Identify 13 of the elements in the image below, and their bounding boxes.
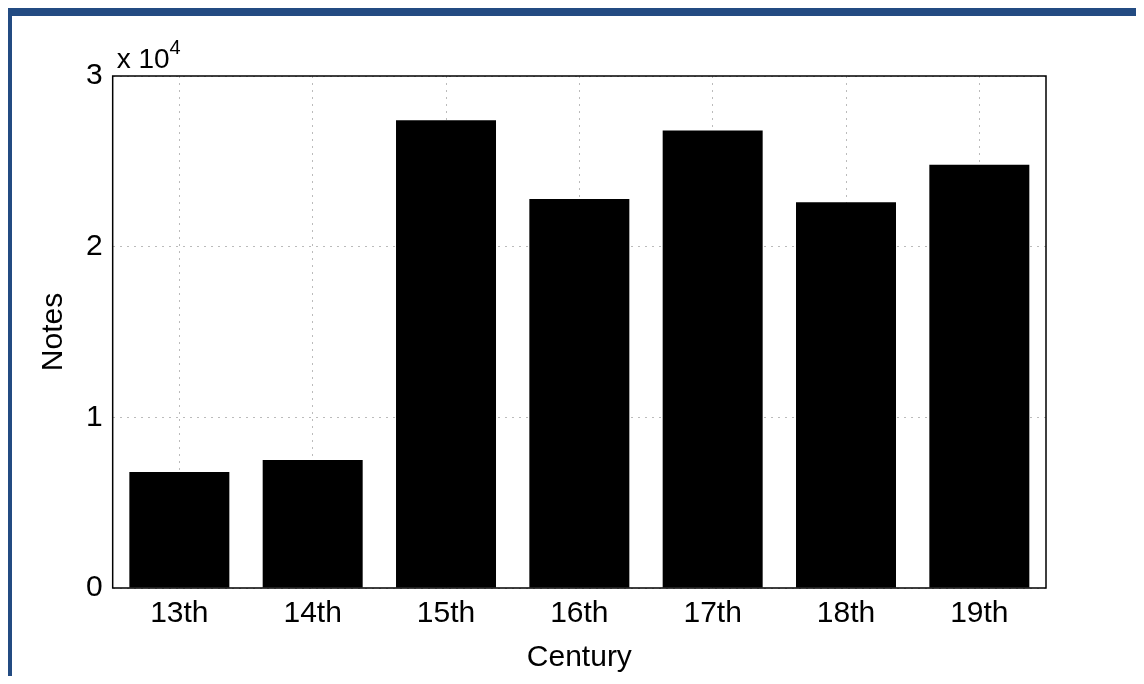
- x-axis-title: Century: [526, 639, 632, 673]
- x-tick-label: 17th: [683, 595, 742, 629]
- y-axis-title: Notes: [35, 292, 69, 372]
- y-tick-label: 1: [86, 398, 103, 432]
- x-tick-label: 18th: [816, 595, 876, 629]
- x-tick-label: 14th: [283, 595, 342, 629]
- y-tick-label: 3: [86, 57, 103, 91]
- y-tick-label: 2: [86, 227, 103, 261]
- x-tick-label: 13th: [150, 595, 209, 629]
- x-tick-label: 15th: [416, 595, 476, 629]
- x-tick-label: 16th: [550, 595, 609, 629]
- y-tick-label: 0: [86, 569, 103, 603]
- x-tick-label: 19th: [950, 595, 1009, 629]
